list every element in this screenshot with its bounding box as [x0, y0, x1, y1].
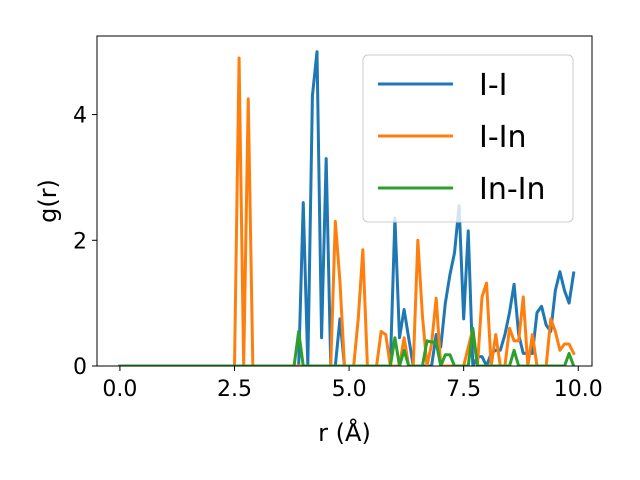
y-axis-label: g(r) [34, 179, 62, 223]
x-tick-label: 5.0 [332, 377, 367, 402]
axes: 0.0 2.5 5.0 7.5 10.0 0 2 4 r (Å) g(r) [34, 35, 603, 447]
x-tick-label: 10.0 [554, 377, 603, 402]
series-line-i-in [118, 56, 576, 366]
y-tick-label: 2 [73, 229, 87, 254]
y-tick-label: 0 [73, 355, 87, 380]
axes-frame [96, 35, 593, 367]
plot-area [118, 50, 576, 366]
x-axis-label: r (Å) [318, 418, 371, 447]
legend-box [362, 54, 574, 223]
legend-label-i-i: I-I [479, 68, 508, 103]
y-tick-label: 4 [73, 104, 87, 129]
series-lines [118, 50, 576, 366]
legend: I-I I-In In-In [362, 54, 574, 223]
legend-label-i-in: I-In [479, 120, 527, 155]
x-tick-label: 2.5 [217, 377, 252, 402]
series-line-i-i [118, 50, 576, 366]
series-line-in-in [118, 326, 576, 366]
x-tick-label: 0.0 [102, 377, 137, 402]
legend-label-in-in: In-In [479, 172, 546, 207]
x-tick-label: 7.5 [446, 377, 481, 402]
